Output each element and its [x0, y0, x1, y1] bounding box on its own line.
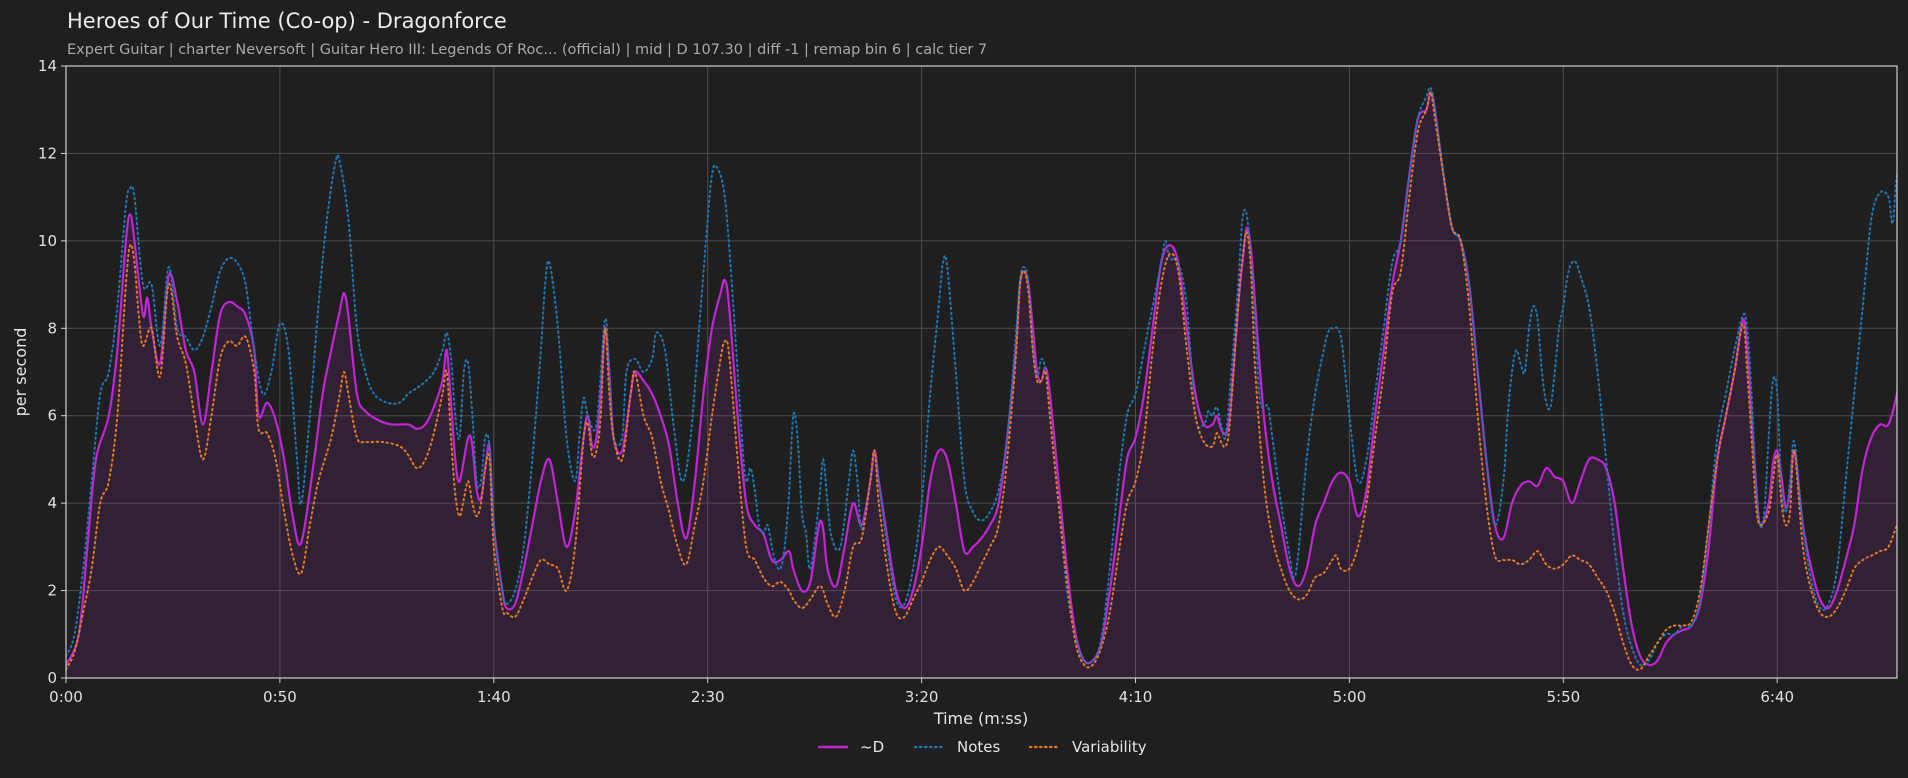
x-axis-label: Time (m:ss) [933, 709, 1028, 728]
y-axis-label: per second [11, 328, 30, 417]
series-notes-line [66, 86, 1897, 667]
y-tick-label: 12 [38, 144, 57, 162]
x-tick-label: 5:00 [1333, 688, 1367, 706]
legend-label-variability: Variability [1072, 738, 1147, 756]
y-tick-label: 8 [47, 319, 57, 337]
x-tick-label: 0:00 [49, 688, 83, 706]
x-tick-label: 4:10 [1119, 688, 1153, 706]
y-tick-label: 4 [47, 494, 57, 512]
x-tick-label: 1:40 [477, 688, 511, 706]
x-tick-label: 5:50 [1546, 688, 1580, 706]
plot-area [66, 66, 1897, 678]
y-tick-label: 10 [38, 232, 57, 250]
x-tick-label: 3:20 [905, 688, 939, 706]
axis-ticks: 0:00 0:50 1:40 2:30 3:20 4:10 5:00 5:50 6:40 0 2 4 6… [38, 57, 1794, 706]
x-tick-label: 2:30 [691, 688, 725, 706]
x-tick-label: 6:40 [1760, 688, 1794, 706]
chart-title: Heroes of Our Time (Co-op) - Dragonforce [67, 9, 507, 33]
legend: ~D Notes Variability [818, 738, 1147, 756]
series-layer [66, 86, 1897, 678]
y-tick-label: 2 [47, 582, 57, 600]
y-tick-label: 14 [38, 57, 57, 75]
plot-frame [65, 65, 1898, 679]
y-tick-label: 0 [47, 669, 57, 687]
series-d-area [66, 92, 1897, 678]
legend-label-d: ~D [860, 738, 884, 756]
y-tick-label: 6 [47, 407, 57, 425]
legend-label-notes: Notes [957, 738, 1001, 756]
x-tick-label: 0:50 [263, 688, 297, 706]
series-variability-line [66, 91, 1897, 671]
series-d-line [66, 91, 1897, 667]
chart-subtitle: Expert Guitar | charter Neversoft | Guit… [67, 42, 987, 58]
